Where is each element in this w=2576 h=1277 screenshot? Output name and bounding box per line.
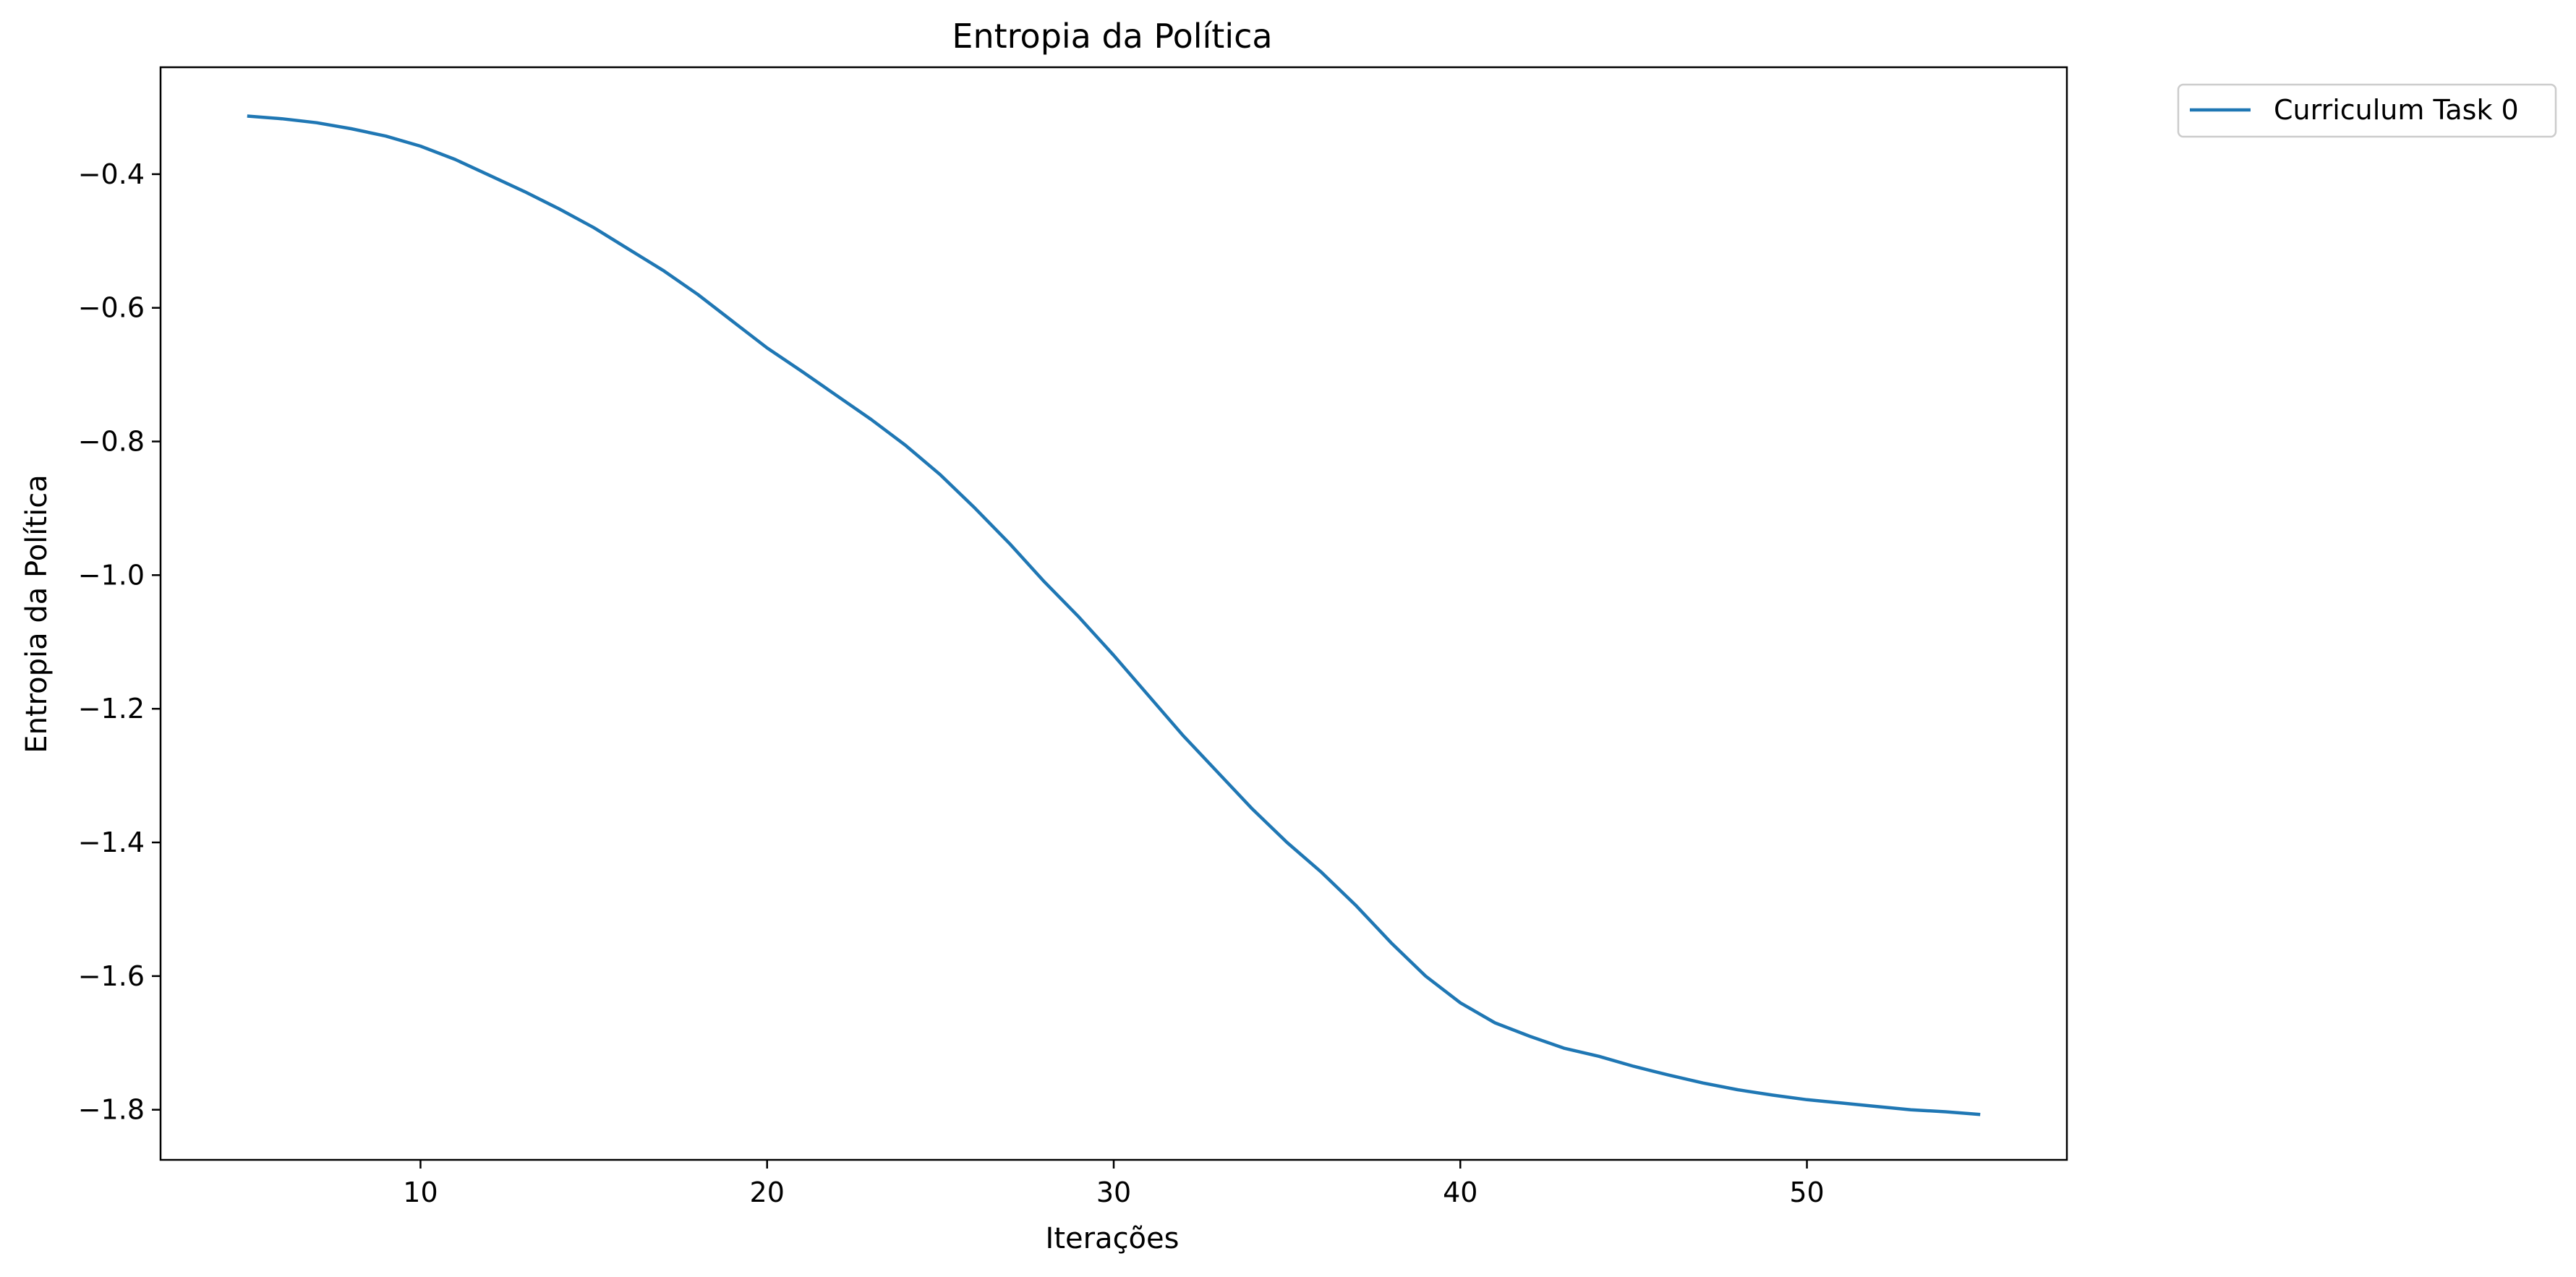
- x-tick-label: 10: [403, 1176, 438, 1208]
- x-tick-label: 20: [750, 1176, 785, 1208]
- y-tick-label: −1.8: [78, 1094, 145, 1126]
- y-axis-label: Entropia da Política: [20, 474, 54, 753]
- x-tick-label: 40: [1443, 1176, 1477, 1208]
- plot-area: [159, 66, 2068, 1161]
- y-tick-label: −0.8: [78, 426, 145, 458]
- plot-frame: [159, 66, 2068, 1161]
- y-tick-label: −0.6: [78, 292, 145, 324]
- y-tick-label: −1.6: [78, 960, 145, 992]
- y-tick-label: −0.4: [78, 158, 145, 190]
- x-axis: 10 20 30 40 50: [403, 1160, 1825, 1208]
- series-line-curriculum-task-0: [247, 114, 1981, 1116]
- chart-title: Entropia da Política: [952, 17, 1272, 56]
- x-tick-label: 50: [1789, 1176, 1824, 1208]
- y-tick-label: −1.2: [78, 693, 145, 725]
- legend-label-curriculum-task-0: Curriculum Task 0: [2274, 94, 2519, 126]
- y-axis: −0.4 −0.6 −0.8 −1.0 −1.2 −1.4 −1.6 −1.8: [78, 158, 161, 1126]
- y-tick-label: −1.0: [78, 559, 145, 591]
- y-tick-label: −1.4: [78, 827, 145, 858]
- legend-frame: [2177, 83, 2557, 138]
- legend: Curriculum Task 0: [2177, 83, 2557, 138]
- x-axis-label: Iterações: [1046, 1222, 1180, 1255]
- x-tick-label: 30: [1096, 1176, 1131, 1208]
